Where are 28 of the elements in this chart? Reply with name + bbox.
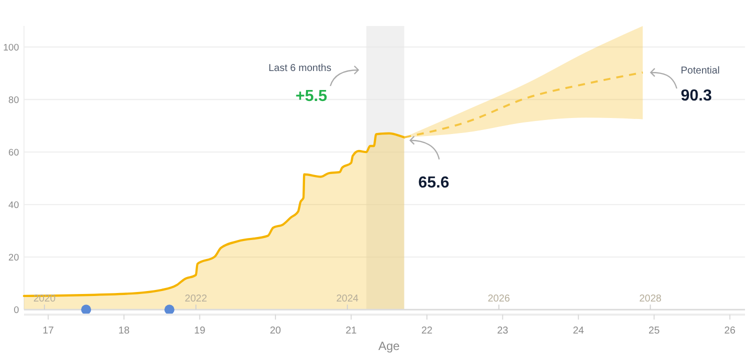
x-tick-label: 20 <box>270 326 282 337</box>
x-tick-label: 24 <box>572 326 584 337</box>
x2-tick-label: 2028 <box>639 294 662 305</box>
y-tick-label: 100 <box>3 42 19 54</box>
x-tick-label: 21 <box>346 326 358 337</box>
annotation: 65.6 <box>418 174 450 192</box>
x2-tick-label: 2026 <box>488 294 510 305</box>
x-tick-label: 26 <box>724 326 736 337</box>
annotation: 90.3 <box>680 87 712 104</box>
x2-tick-label: 2022 <box>184 294 208 305</box>
x-tick-label: 23 <box>497 326 509 337</box>
y-tick-label: 0 <box>14 305 19 316</box>
x-tick-label: 18 <box>118 326 130 337</box>
y-tick-label: 60 <box>8 148 19 159</box>
annotation: +5.5 <box>296 88 328 105</box>
line-series <box>403 71 644 138</box>
x-tick-label: 25 <box>648 326 660 337</box>
x-tick-label: 22 <box>421 326 433 337</box>
x-tick-label: 17 <box>42 326 54 337</box>
annotation: Potential <box>680 65 720 76</box>
y-tick-label: 20 <box>8 252 19 264</box>
x2-tick-label: 2024 <box>336 294 359 305</box>
x2-tick-label: 2020 <box>33 294 56 305</box>
x-axis-title: Age <box>378 339 400 353</box>
y-tick-label: 80 <box>8 95 19 106</box>
x-tick-label: 19 <box>194 326 206 337</box>
y-tick-label: 40 <box>8 200 19 212</box>
annotation: Last 6 months <box>268 63 332 74</box>
